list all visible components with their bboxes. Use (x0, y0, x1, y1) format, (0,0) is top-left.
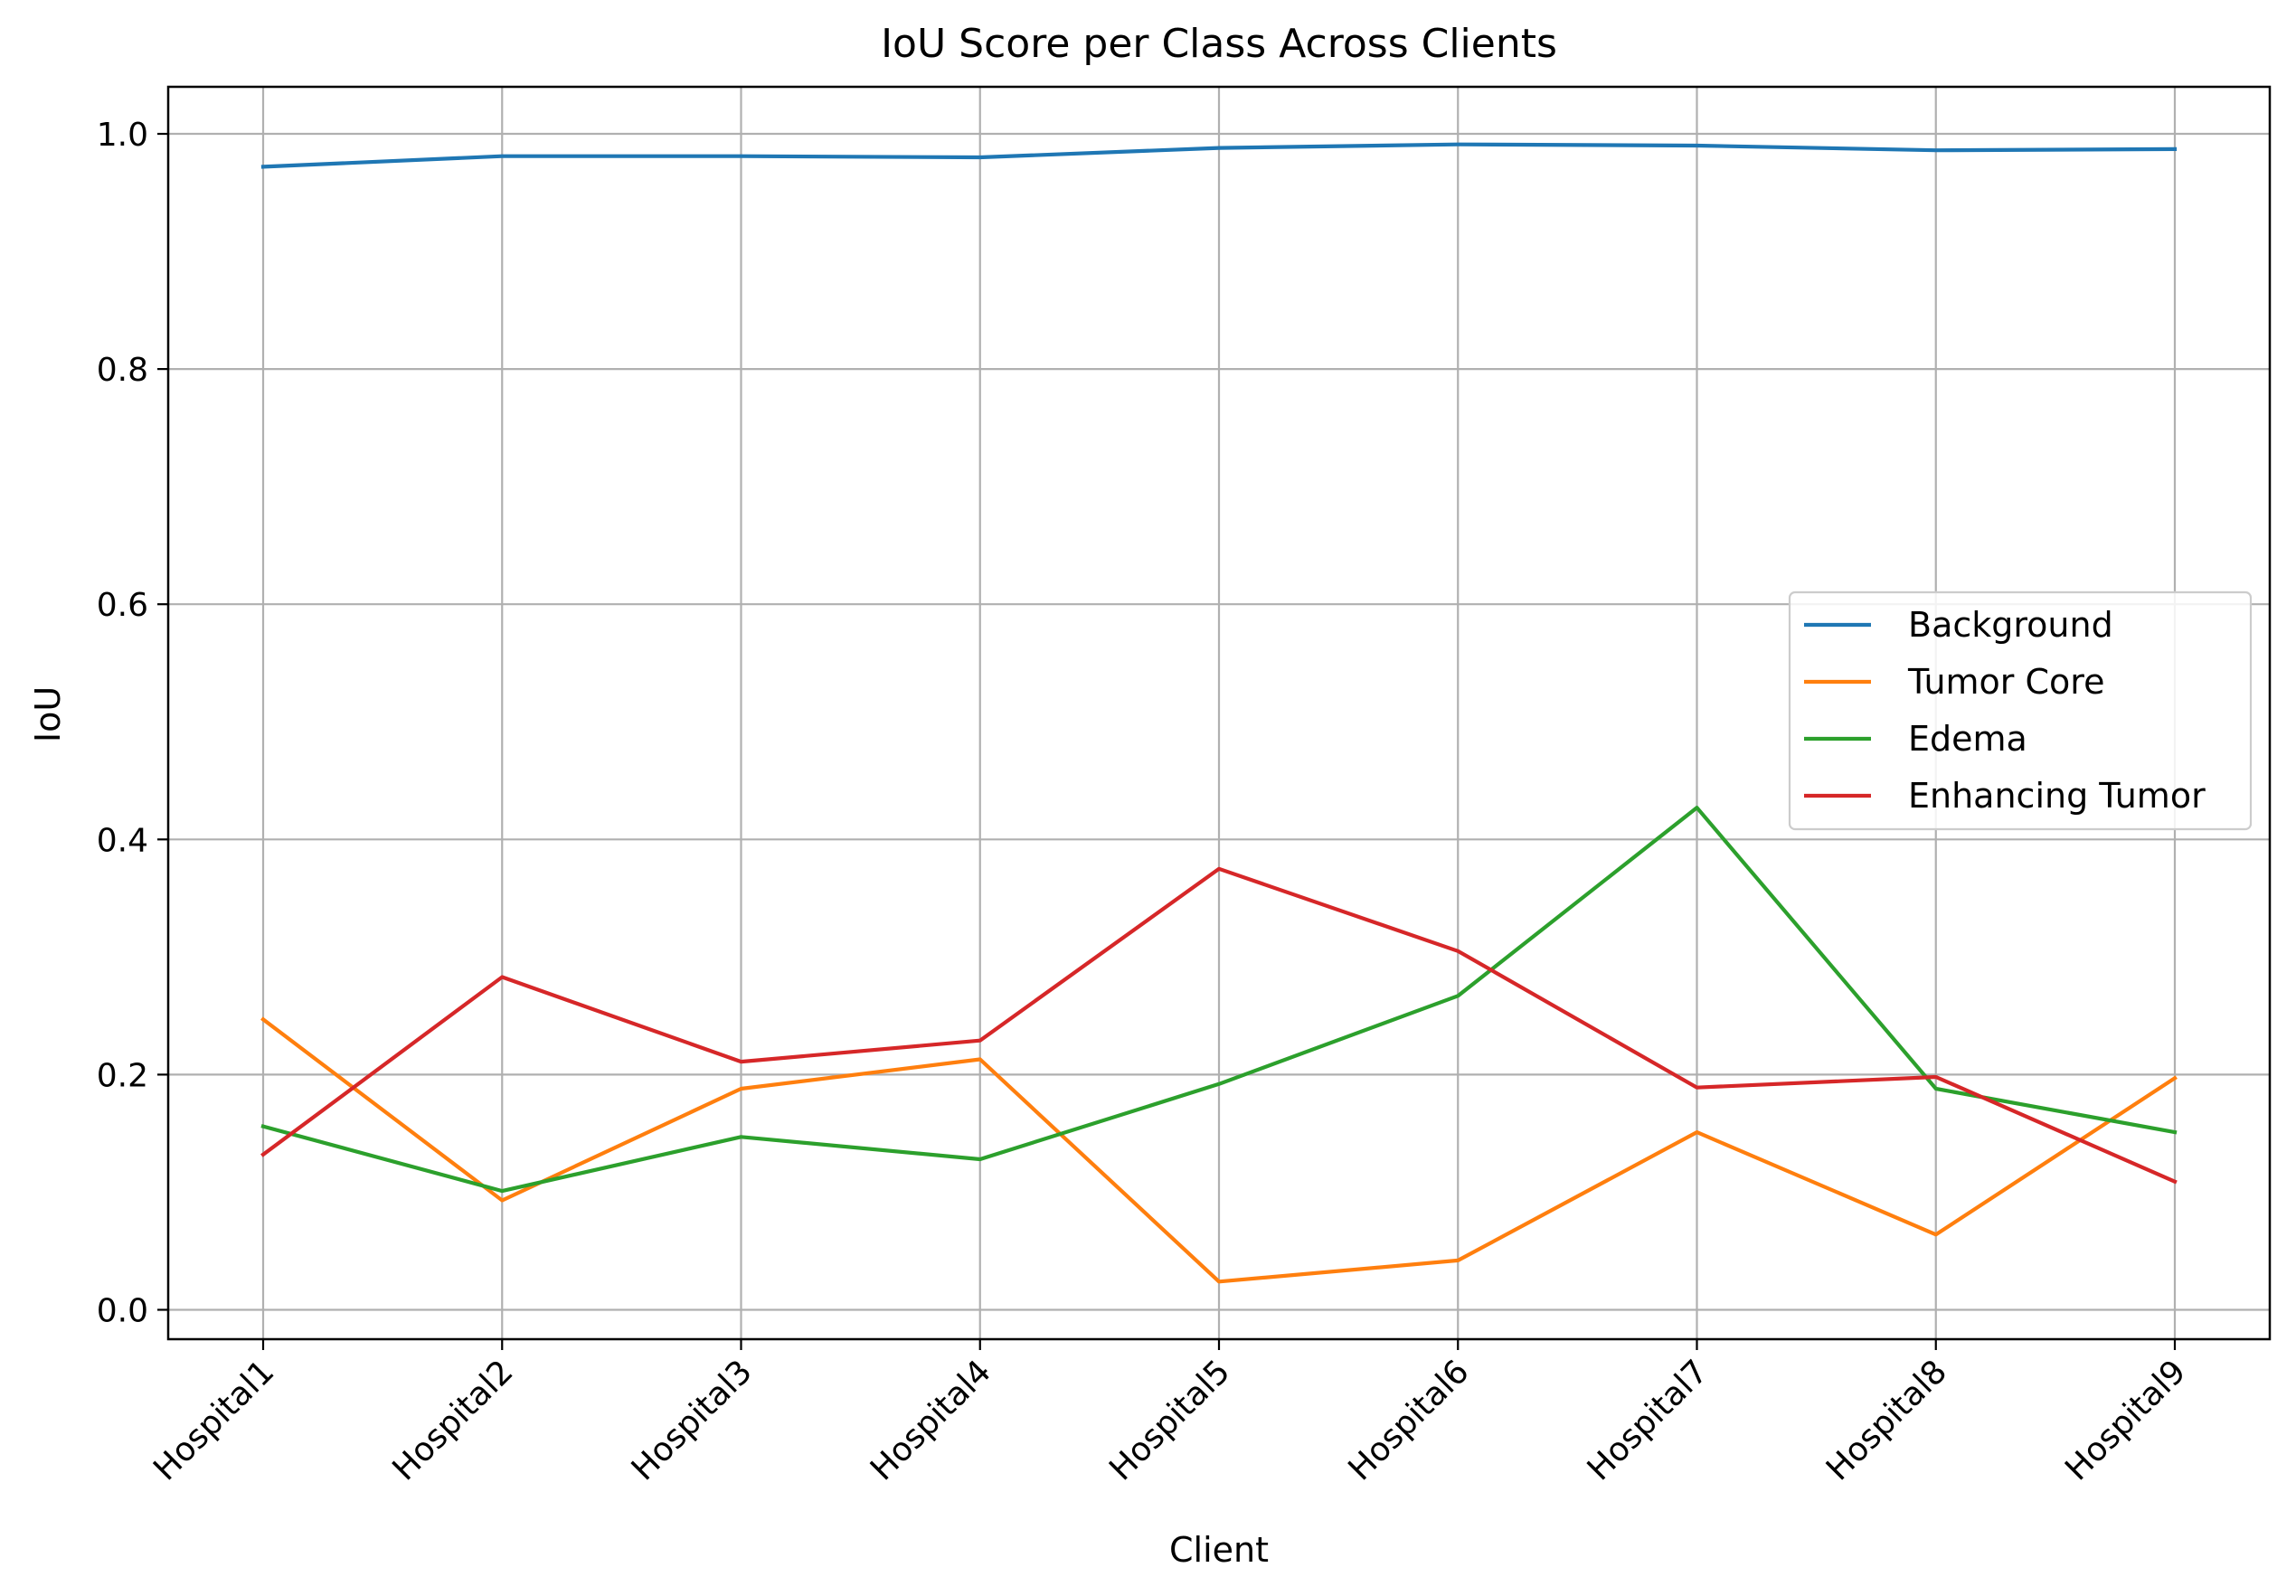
x-axis-label: Client (1169, 1530, 1269, 1570)
y-tick-label: 0.4 (97, 822, 148, 859)
y-tick-label: 1.0 (97, 117, 148, 154)
legend-box (1788, 590, 2253, 831)
legend-label: Enhancing Tumor (1908, 776, 2206, 816)
legend-label: Tumor Core (1907, 662, 2104, 702)
chart-title: IoU Score per Class Across Clients (881, 21, 1557, 67)
y-tick-label: 0.8 (97, 352, 148, 389)
series-line-edema (260, 806, 2178, 1194)
legend-label: Background (1908, 605, 2113, 645)
series-line-enhancing-tumor (260, 866, 2178, 1185)
series-line-tumor-core (260, 1016, 2178, 1284)
y-tick-label: 0.0 (97, 1292, 148, 1329)
y-tick-label: 0.6 (97, 587, 148, 624)
legend: Background Tumor Core Edema Enhancing Tumor (1788, 590, 2253, 831)
y-axis: 0.0 0.2 0.4 0.6 0.8 1.0 (97, 117, 168, 1329)
y-tick-label: 0.2 (97, 1057, 148, 1094)
y-axis-label: IoU (28, 686, 68, 742)
series-line-background (260, 142, 2178, 169)
series-lines (260, 142, 2178, 1284)
legend-label: Edema (1908, 719, 2027, 759)
